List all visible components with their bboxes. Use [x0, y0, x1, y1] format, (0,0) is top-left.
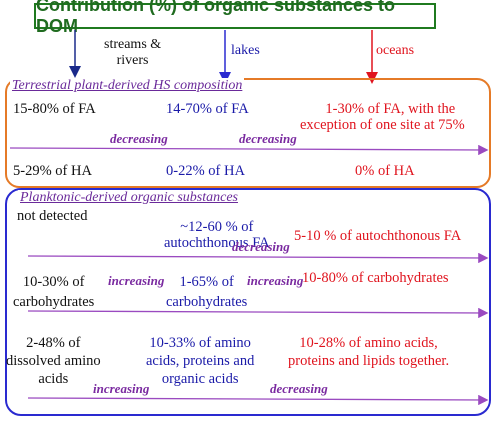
trend-arrow-carb — [27, 307, 489, 319]
header-streams-line1: streams & — [104, 37, 162, 52]
planktonic-fa-lakes: ~12-60 % of autochthonous FA — [164, 219, 270, 251]
planktonic-carb-lakes-line2: carbohydrates — [166, 294, 248, 310]
terrestrial-fa-oceans-line1: 1-30% of FA, with the — [325, 101, 456, 117]
planktonic-carb-oceans: 10-80% of carbohydrates — [302, 270, 449, 286]
planktonic-carb-trend-1: increasing — [108, 273, 165, 288]
planktonic-fa-lakes-line1: ~12-60 % of — [180, 219, 254, 235]
planktonic-amino-oceans-line2: proteins and lipids together. — [288, 353, 450, 369]
terrestrial-fa-lakes: 14-70% of FA — [166, 101, 249, 117]
terrestrial-fa-streams: 15-80% of FA — [13, 101, 96, 117]
planktonic-fa-trend: decreasing — [232, 239, 290, 254]
planktonic-fa-streams: not detected — [17, 208, 88, 224]
planktonic-amino-trend-1: increasing — [93, 381, 150, 396]
planktonic-carb-lakes-line1: 1-65% of — [179, 274, 234, 290]
terrestrial-trend-2: decreasing — [239, 131, 297, 146]
planktonic-carb-streams: 10-30% of carbohydrates — [13, 272, 94, 312]
trend-arrow-terrestrial — [9, 144, 489, 156]
terrestrial-ha-streams: 5-29% of HA — [13, 163, 92, 179]
planktonic-carb-lakes: 1-65% of carbohydrates — [166, 272, 247, 312]
terrestrial-ha-lakes: 0-22% of HA — [166, 163, 245, 179]
planktonic-carb-trend-2: increasing — [247, 273, 304, 288]
header-lakes: lakes — [231, 43, 260, 58]
terrestrial-fa-oceans: 1-30% of FA, with the exception of one s… — [300, 101, 465, 133]
terrestrial-fa-oceans-line2: exception of one site at 75% — [300, 117, 465, 133]
planktonic-amino-lakes-line1: 10-33% of amino — [149, 335, 251, 351]
planktonic-fa-lakes-line2: autochthonous FA — [164, 235, 270, 251]
planktonic-amino-lakes-line3: organic acids — [161, 371, 239, 387]
planktonic-amino-oceans: 10-28% of amino acids, proteins and lipi… — [288, 334, 449, 370]
planktonic-carb-streams-line2: carbohydrates — [13, 294, 95, 310]
terrestrial-panel-title: Terrestrial plant-derived HS composition — [10, 78, 245, 94]
header-streams-line2: rivers — [116, 53, 149, 68]
planktonic-amino-streams: 2-48% of dissolved amino acids — [6, 334, 101, 388]
trend-arrow-fa — [27, 252, 489, 264]
header-oceans: oceans — [376, 43, 415, 58]
trend-arrow-amino — [27, 394, 489, 406]
planktonic-fa-oceans: 5-10 % of autochthonous FA — [294, 228, 462, 244]
header-streams: streams & rivers — [104, 37, 161, 69]
planktonic-amino-lakes-line2: acids, proteins and — [146, 353, 255, 369]
terrestrial-panel — [5, 78, 491, 188]
terrestrial-trend-1: decreasing — [110, 131, 168, 146]
planktonic-panel-title: Planktonic-derived organic substances — [18, 190, 240, 206]
planktonic-carb-streams-line1: 10-30% of — [22, 274, 85, 290]
planktonic-amino-trend-2: decreasing — [270, 381, 328, 396]
planktonic-amino-streams-line2: dissolved amino — [6, 353, 101, 369]
planktonic-amino-oceans-line1: 10-28% of amino acids, — [299, 335, 438, 351]
planktonic-panel — [5, 188, 491, 416]
planktonic-amino-streams-line3: acids — [38, 371, 69, 387]
planktonic-amino-streams-line1: 2-48% of — [26, 335, 81, 351]
planktonic-amino-lakes: 10-33% of amino acids, proteins and orga… — [146, 334, 254, 388]
terrestrial-ha-oceans: 0% of HA — [355, 163, 415, 179]
